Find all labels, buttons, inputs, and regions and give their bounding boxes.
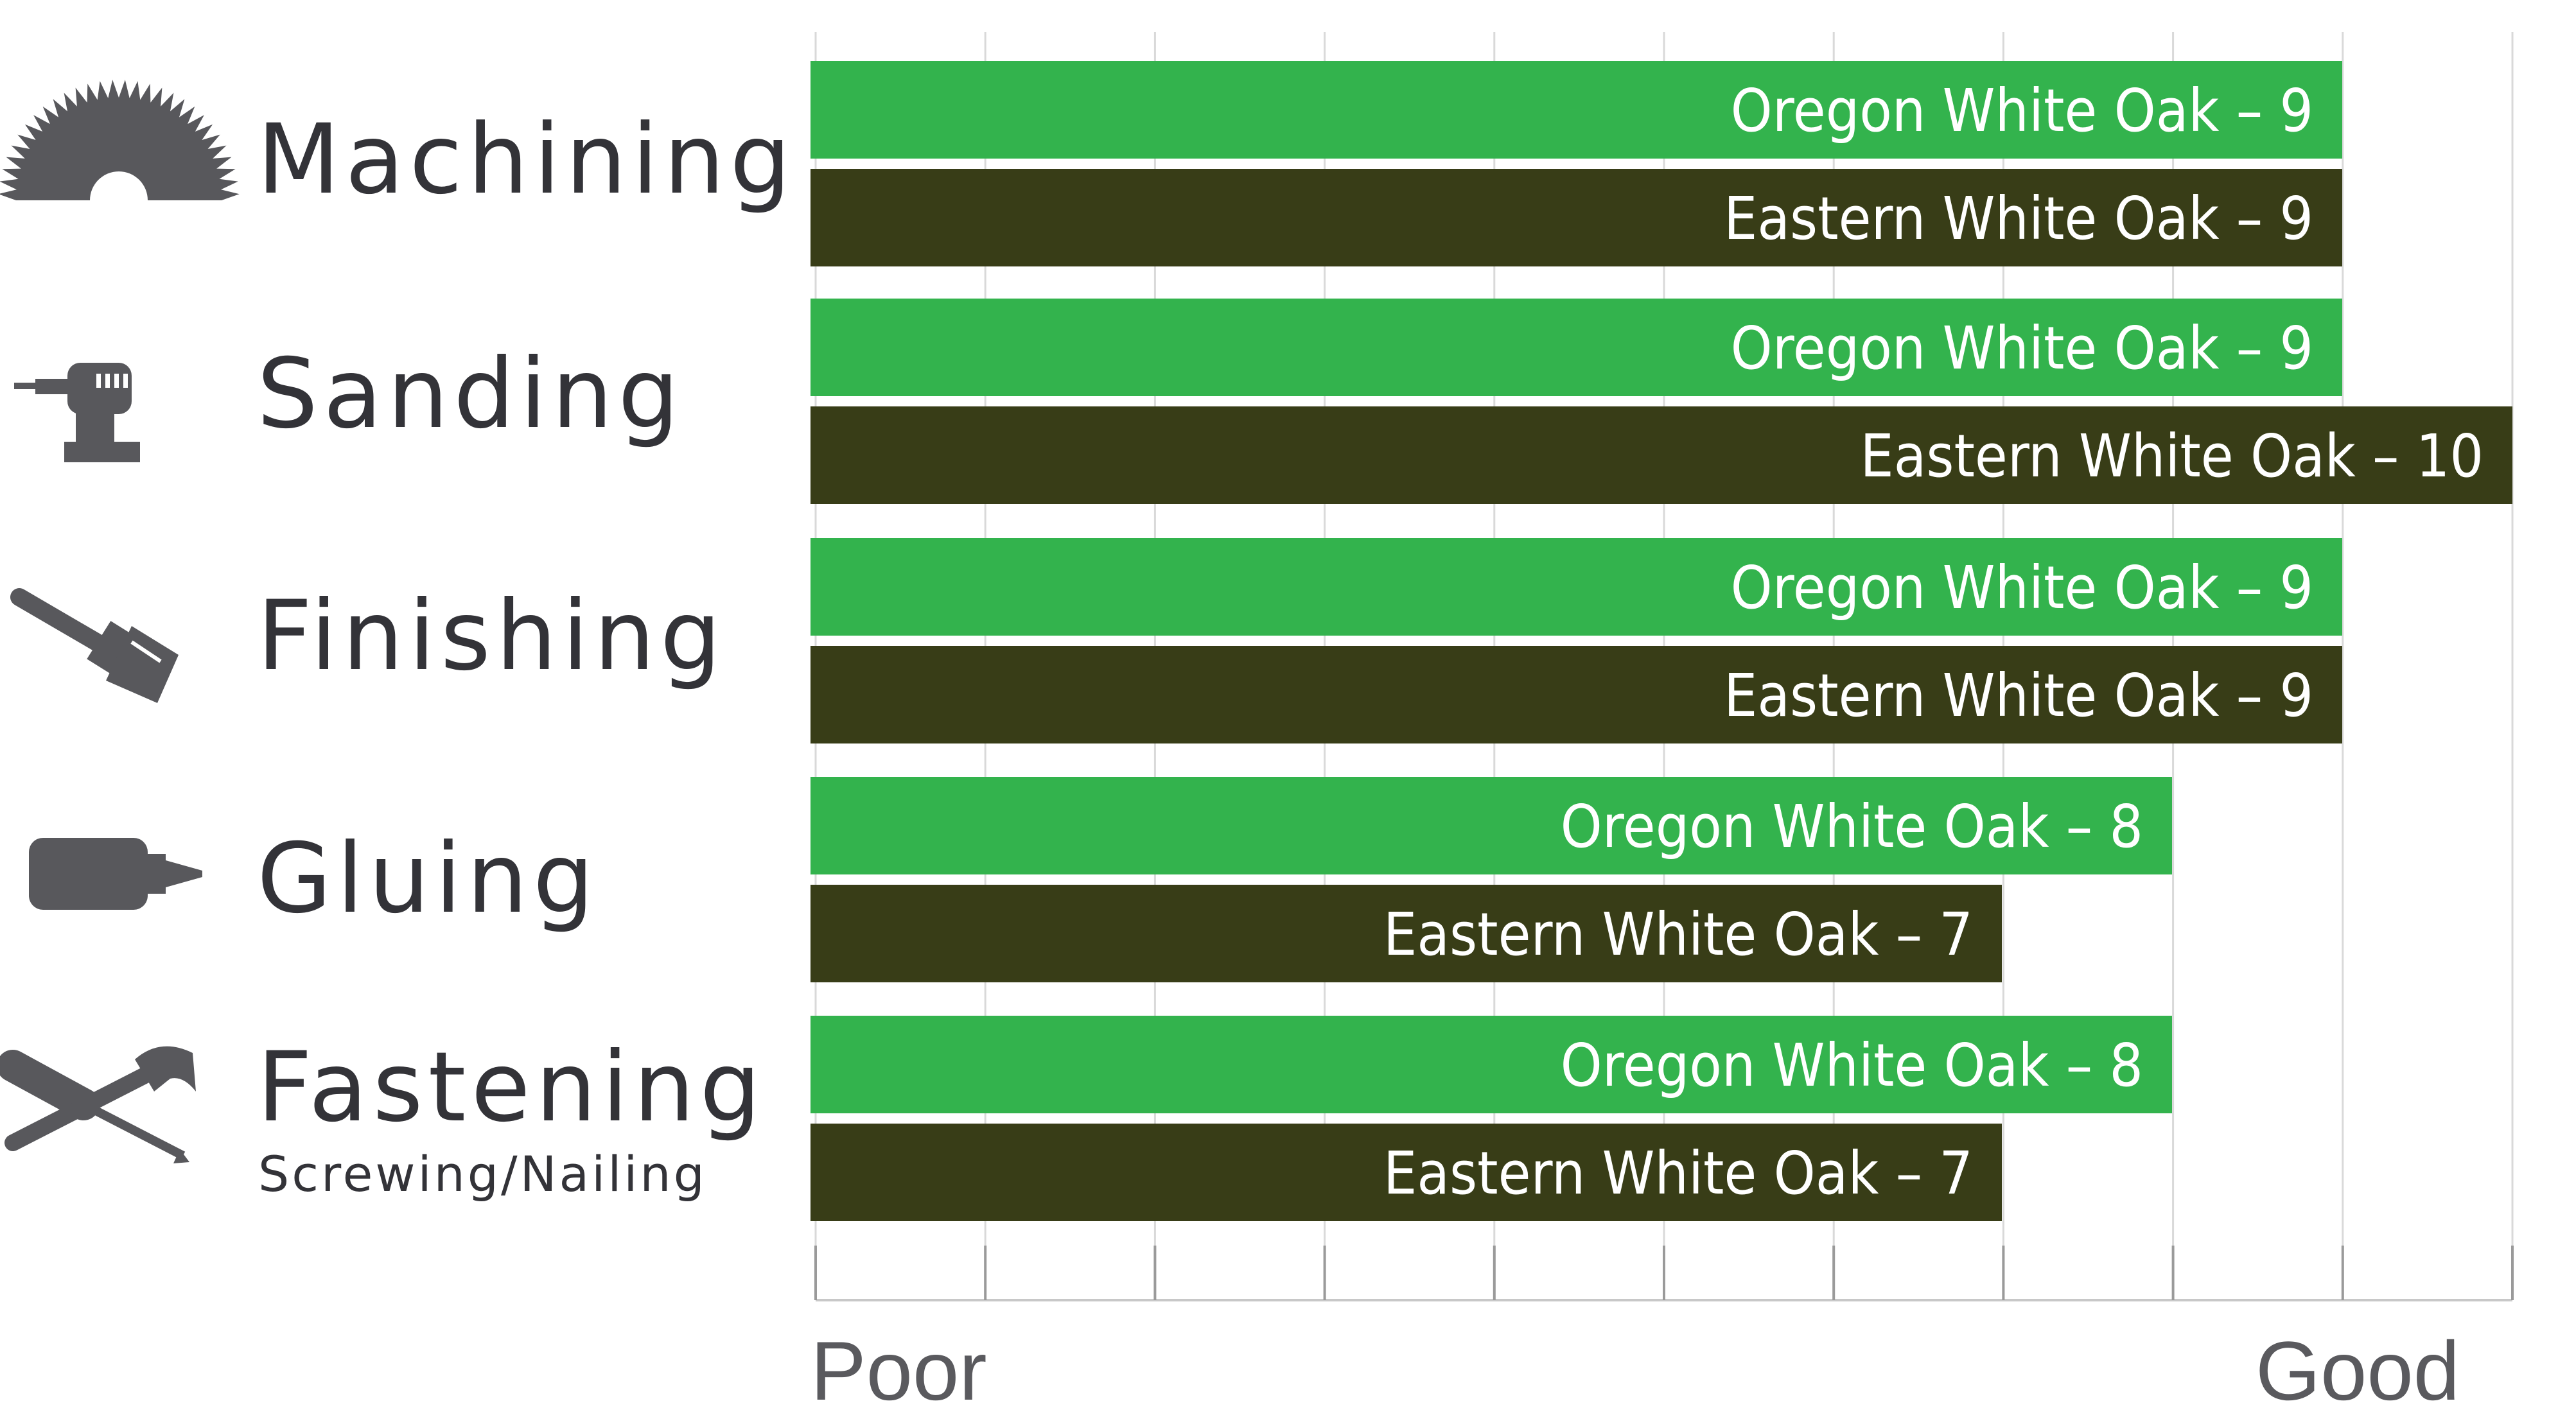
bar-data-label: Oregon White Oak – 8 [1561, 1031, 2143, 1100]
bars: Oregon White Oak – 9 Eastern White Oak – … [810, 61, 2512, 1221]
category-label-sanding: Sanding [257, 338, 684, 450]
bar-eastern-white-oak-sanding [810, 406, 2512, 504]
category-label-machining: Machining [257, 104, 796, 216]
saw-blade-icon [0, 80, 240, 200]
axis-high-label: Good [2256, 1324, 2460, 1417]
category-label-finishing: Finishing [257, 580, 726, 692]
bar-data-label: Oregon White Oak – 9 [1731, 553, 2313, 622]
bar-data-label: Eastern White Oak – 7 [1383, 900, 1973, 969]
bar-data-label: Eastern White Oak – 9 [1724, 184, 2313, 253]
bar-oregon-white-oak-fastening [810, 1016, 2172, 1113]
bar-data-label: Oregon White Oak – 8 [1561, 792, 2143, 861]
category-icons [0, 80, 240, 1163]
screwdriver-hammer-icon [0, 1046, 196, 1163]
bar-data-label: Eastern White Oak – 7 [1383, 1139, 1973, 1208]
axis-low-label: Poor [810, 1324, 987, 1417]
bar-oregon-white-oak-gluing [810, 777, 2172, 874]
bar-oregon-white-oak-finishing [810, 538, 2342, 636]
bar-data-label: Oregon White Oak – 9 [1731, 76, 2313, 145]
category-sublabel: Screwing/Nailing [258, 1145, 707, 1203]
bar-oregon-white-oak-sanding [810, 299, 2342, 396]
bar-data-label: Eastern White Oak – 10 [1860, 422, 2484, 491]
bar-eastern-white-oak-finishing [810, 646, 2342, 743]
bar-eastern-white-oak-fastening [810, 1124, 2002, 1221]
bar-data-label: Eastern White Oak – 9 [1724, 661, 2313, 730]
category-label-fastening: Fastening [257, 1032, 766, 1143]
bar-data-label: Oregon White Oak – 9 [1731, 314, 2313, 383]
bar-eastern-white-oak-machining [810, 169, 2342, 266]
orbital-sander-icon [14, 363, 140, 462]
bar-oregon-white-oak-machining [810, 61, 2342, 159]
category-labels: Machining Sanding Finishing Gluing Fastening… [257, 104, 796, 1203]
x-axis: Poor Good [810, 1324, 2460, 1417]
category-label-gluing: Gluing [257, 823, 599, 935]
glue-bottle-icon [29, 838, 202, 910]
bar-eastern-white-oak-gluing [810, 885, 2002, 982]
paintbrush-icon [10, 588, 179, 703]
